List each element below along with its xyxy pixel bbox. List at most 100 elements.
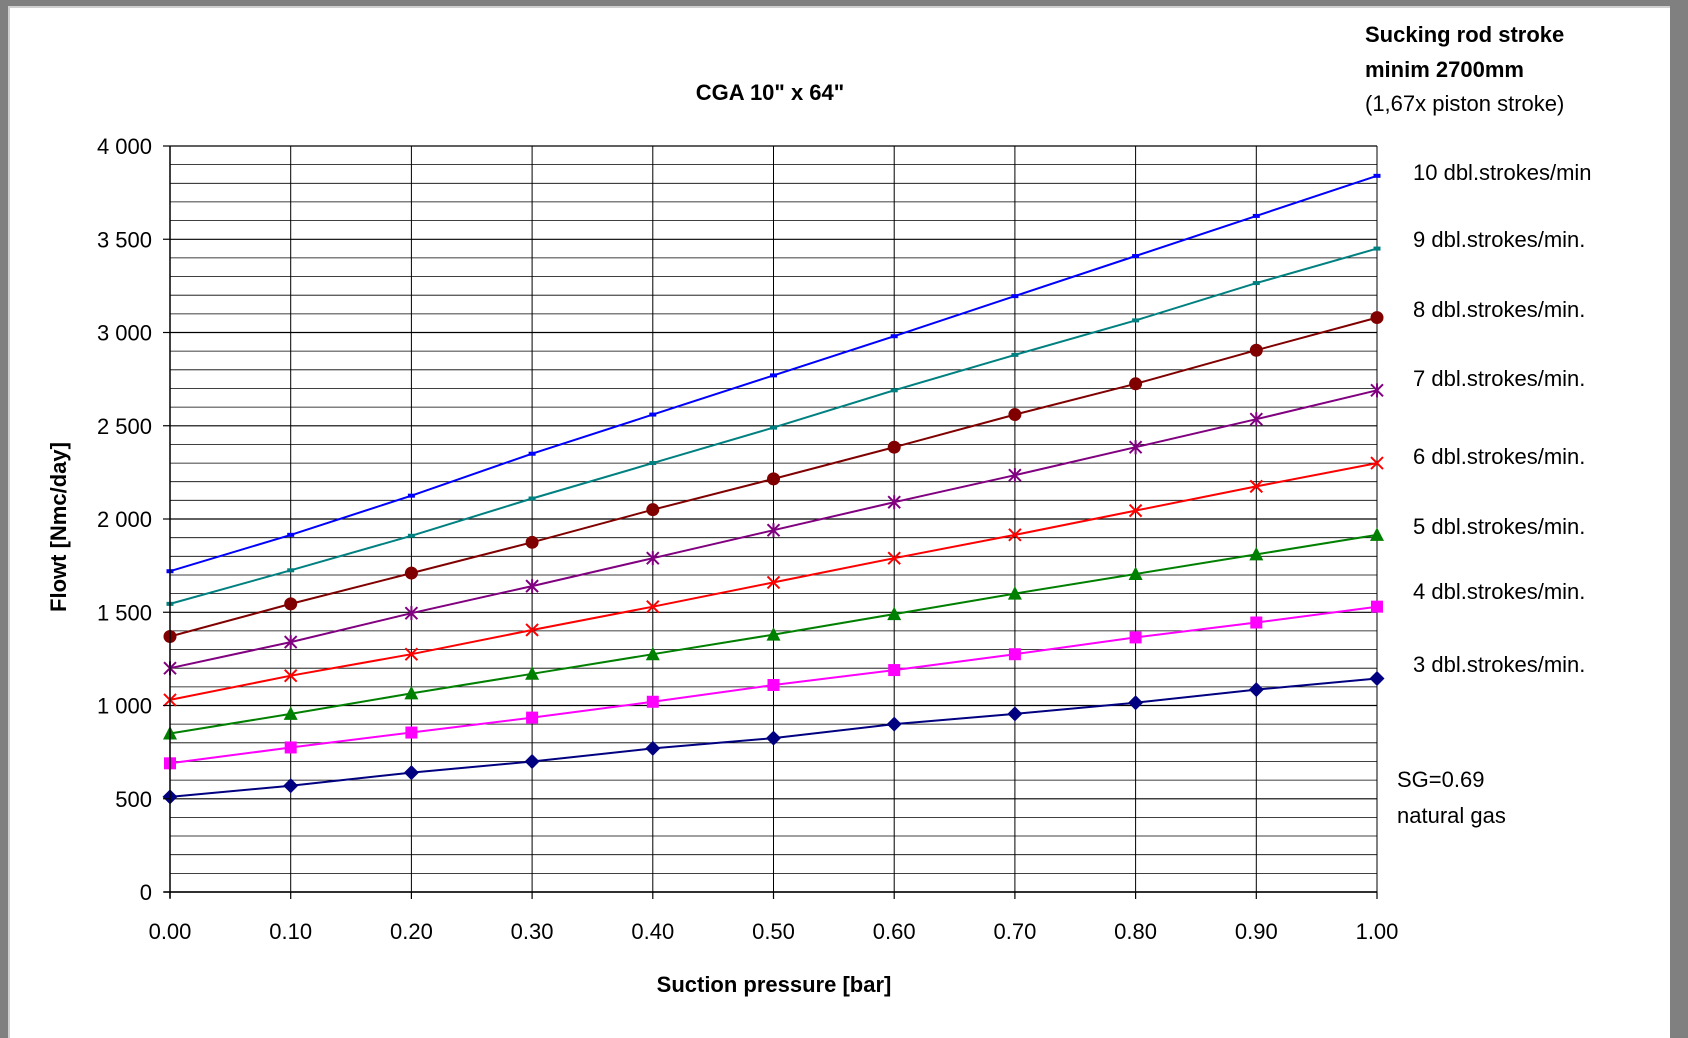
x-tick-label: 0.20 bbox=[390, 919, 433, 944]
data-point bbox=[1129, 377, 1143, 391]
data-point bbox=[1129, 631, 1142, 644]
data-point bbox=[526, 711, 539, 724]
data-point bbox=[284, 597, 298, 611]
data-point bbox=[525, 579, 539, 594]
data-point bbox=[1252, 281, 1260, 286]
data-point bbox=[766, 523, 781, 538]
x-tick-label: 0.00 bbox=[149, 919, 192, 944]
data-point bbox=[407, 533, 415, 538]
data-point bbox=[404, 566, 418, 580]
y-axis-label: Flowt [Nmc/day] bbox=[46, 442, 71, 612]
data-point bbox=[770, 373, 777, 378]
x-tick-label: 0.40 bbox=[631, 919, 674, 944]
data-point bbox=[1370, 456, 1384, 470]
data-point bbox=[1250, 616, 1263, 629]
series-1 bbox=[166, 173, 1381, 574]
series-2 bbox=[166, 246, 1381, 606]
y-tick-label: 1 000 bbox=[97, 694, 152, 719]
data-point bbox=[528, 496, 536, 501]
data-point bbox=[1007, 586, 1022, 600]
data-point bbox=[404, 606, 419, 621]
data-point bbox=[405, 726, 418, 739]
data-point bbox=[646, 503, 660, 517]
rod-stroke-note-line2: minim 2700mm bbox=[1365, 57, 1524, 82]
series-5 bbox=[163, 456, 1384, 707]
data-point bbox=[887, 495, 901, 510]
data-point bbox=[767, 472, 780, 486]
y-tick-label: 3 500 bbox=[97, 227, 152, 252]
axes: 0 500 1 000 1 500 2 000 2 500 3 000 3 500 4 000 0… bbox=[97, 134, 1398, 944]
y-tick-label: 2 500 bbox=[97, 414, 152, 439]
x-tick-label: 0.80 bbox=[1114, 919, 1157, 944]
data-point bbox=[1008, 528, 1022, 542]
data-point bbox=[1252, 213, 1260, 218]
data-point bbox=[525, 623, 539, 637]
data-point bbox=[1249, 546, 1264, 561]
data-point bbox=[283, 706, 298, 720]
legend-label: 9 dbl.strokes/min. bbox=[1413, 227, 1585, 252]
data-point bbox=[1369, 670, 1385, 686]
data-point bbox=[1128, 503, 1143, 518]
x-tick-label: 1.00 bbox=[1356, 919, 1399, 944]
gas-note: natural gas bbox=[1397, 803, 1506, 828]
grid bbox=[169, 145, 1378, 893]
rod-stroke-note-line1: Sucking rod stroke bbox=[1365, 22, 1564, 47]
data-point bbox=[887, 440, 901, 454]
data-point bbox=[1371, 600, 1383, 613]
data-point bbox=[766, 730, 781, 746]
data-point bbox=[283, 778, 299, 794]
data-point bbox=[887, 551, 901, 565]
data-point bbox=[887, 606, 902, 621]
data-point bbox=[1128, 440, 1143, 455]
legend-label: 4 dbl.strokes/min. bbox=[1413, 579, 1585, 604]
data-point bbox=[646, 695, 659, 708]
x-axis-label: Suction pressure [bar] bbox=[657, 972, 892, 997]
data-point bbox=[403, 765, 419, 781]
data-point bbox=[404, 647, 419, 661]
data-point bbox=[287, 568, 295, 573]
y-tick-label: 3 000 bbox=[97, 321, 152, 346]
series-group bbox=[162, 173, 1385, 805]
data-point bbox=[524, 753, 540, 769]
data-point bbox=[1248, 682, 1264, 698]
data-point bbox=[1008, 408, 1022, 422]
y-tick-label: 0 bbox=[140, 880, 152, 905]
data-point bbox=[890, 388, 898, 393]
legend-label: 8 dbl.strokes/min. bbox=[1413, 297, 1585, 322]
legend-label: 7 dbl.strokes/min. bbox=[1413, 366, 1585, 391]
rod-stroke-note-line3: (1,67x piston stroke) bbox=[1365, 91, 1564, 116]
data-point bbox=[766, 575, 781, 590]
data-point bbox=[525, 666, 540, 680]
data-point bbox=[287, 532, 295, 537]
data-point bbox=[1249, 479, 1264, 494]
data-point bbox=[283, 635, 298, 650]
series-3 bbox=[163, 311, 1384, 643]
data-point bbox=[404, 685, 419, 700]
data-point bbox=[886, 716, 902, 732]
data-point bbox=[646, 599, 660, 614]
x-tick-label: 0.10 bbox=[269, 919, 312, 944]
x-tick-label: 0.90 bbox=[1235, 919, 1278, 944]
data-point bbox=[407, 493, 415, 498]
data-point bbox=[284, 741, 297, 754]
data-point bbox=[649, 412, 657, 417]
data-point bbox=[1008, 648, 1021, 661]
x-tick-label: 0.70 bbox=[993, 919, 1036, 944]
data-point bbox=[1132, 254, 1140, 259]
data-point bbox=[649, 461, 657, 466]
legend-label: 5 dbl.strokes/min. bbox=[1413, 514, 1585, 539]
sg-note: SG=0.69 bbox=[1397, 767, 1484, 792]
data-point bbox=[525, 535, 539, 549]
data-point bbox=[1008, 468, 1022, 483]
data-point bbox=[1370, 383, 1384, 398]
y-tick-label: 500 bbox=[115, 787, 152, 812]
data-point bbox=[646, 551, 660, 566]
data-point bbox=[645, 740, 661, 756]
chart-panel bbox=[8, 6, 1670, 1038]
legend-label: 10 dbl.strokes/min bbox=[1413, 160, 1592, 185]
data-point bbox=[1370, 527, 1384, 541]
series-8 bbox=[162, 670, 1385, 805]
data-point bbox=[1373, 173, 1381, 178]
data-point bbox=[888, 664, 901, 677]
